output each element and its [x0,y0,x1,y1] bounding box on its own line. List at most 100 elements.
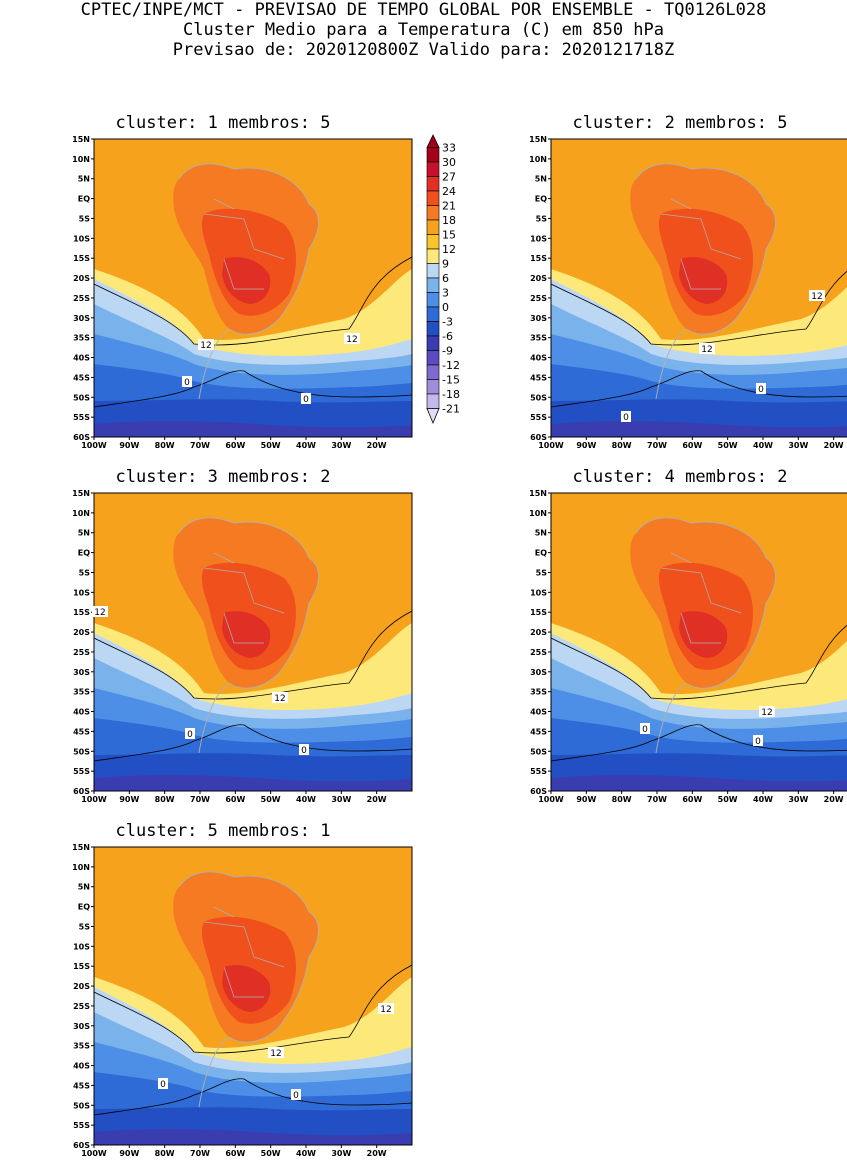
latitude-tick-label: 60S [73,787,90,796]
legend-level-label: 27 [442,171,456,184]
longitude-tick-label: 40W [753,795,773,804]
header-line-1: CPTEC/INPE/MCT - PREVISAO DE TEMPO GLOBA… [80,0,767,20]
map-frame [550,492,847,792]
latitude-tick-label: 35S [73,1042,90,1051]
latitude-tick-label: 30S [530,314,547,323]
latitude-tick-label: 55S [73,767,90,776]
legend-level-label: -18 [442,388,460,401]
longitude-tick-label: 40W [296,1149,316,1158]
map-frame [550,138,847,438]
longitude-tick-label: 60W [682,441,702,450]
contour-label: 0 [642,725,648,735]
latitude-tick-label: 25S [530,294,547,303]
latitude-tick-label: 10N [72,155,90,164]
map-frame [93,492,413,792]
latitude-tick-label: 45S [73,727,90,736]
latitude-tick-label: 15S [530,608,547,617]
longitude-tick-label: 60W [225,441,245,450]
header-line-3: Previsao de: 2020120800Z Valido para: 20… [172,40,675,60]
latitude-tick-label: 40S [530,354,547,363]
latitude-tick-label: 15N [72,843,90,852]
latitude-tick-label: 10S [530,588,547,597]
legend-level-label: 3 [442,287,449,300]
latitude-tick-label: 10S [73,588,90,597]
latitude-tick-label: 25S [73,1002,90,1011]
map-frame [93,846,413,1146]
contour-label: 0 [184,378,190,388]
cluster-3-title: cluster: 3 membros: 2 [115,467,331,487]
latitude-tick-label: 40S [73,708,90,717]
longitude-tick-label: 50W [261,795,281,804]
longitude-tick-label: 70W [647,795,667,804]
latitude-tick-label: 50S [73,1101,90,1110]
contour-label: 0 [623,413,629,423]
cluster-5-title: cluster: 5 membros: 1 [115,821,331,841]
latitude-tick-label: 10N [529,155,547,164]
legend-swatch [426,350,440,366]
latitude-tick-label: 40S [73,1062,90,1071]
contour-label: 12 [94,608,105,618]
legend-swatch [426,379,440,395]
latitude-tick-label: 50S [73,393,90,402]
latitude-tick-label: 10S [73,942,90,951]
chart-header: CPTEC/INPE/MCT - PREVISAO DE TEMPO GLOBA… [0,0,847,60]
longitude-tick-label: 100W [81,441,107,450]
latitude-tick-label: 15N [72,135,90,144]
longitude-tick-label: 70W [190,441,210,450]
longitude-tick-label: 50W [261,1149,281,1158]
legend-swatch [426,190,440,206]
longitude-tick-label: 80W [612,441,632,450]
latitude-tick-label: 50S [530,747,547,756]
latitude-tick-label: EQ [78,195,90,204]
latitude-tick-label: 30S [73,1022,90,1031]
legend-swatch [426,335,440,351]
cluster-1-title: cluster: 1 membros: 5 [115,113,331,133]
latitude-tick-label: EQ [78,903,90,912]
legend-swatch [426,364,440,380]
latitude-tick-label: 35S [530,688,547,697]
latitude-tick-label: 25S [530,648,547,657]
legend-level-label: -12 [442,359,460,372]
latitude-tick-label: 5N [535,175,547,184]
longitude-tick-label: 40W [296,441,316,450]
legend-swatch [426,248,440,264]
legend-level-label: -15 [442,374,460,387]
latitude-tick-label: 10N [72,509,90,518]
latitude-tick-label: 60S [73,1141,90,1150]
legend-level-label: -9 [442,345,453,358]
legend-swatch [426,393,440,409]
latitude-tick-label: 5S [79,922,91,931]
contour-label: 0 [303,395,309,405]
latitude-tick-label: 60S [530,433,547,442]
latitude-tick-label: 5N [78,529,90,538]
longitude-tick-label: 100W [538,441,564,450]
legend-level-label: 6 [442,272,449,285]
legend-swatch [426,205,440,221]
legend-level-label: 15 [442,229,456,242]
legend-swatch [426,306,440,322]
contour-label: 12 [761,708,772,718]
temperature-map-5: 15N 10N 5N EQ 5S 10S 15S 20S 25S 30S 35S 40S 45S 50S 5… [72,843,413,1158]
latitude-tick-label: 55S [530,413,547,422]
latitude-tick-label: 5N [535,529,547,538]
longitude-tick-label: 100W [81,795,107,804]
longitude-tick-label: 50W [718,441,738,450]
longitude-tick-label: 40W [753,441,773,450]
legend-level-label: 30 [442,156,456,169]
longitude-tick-label: 30W [331,1149,351,1158]
legend-swatch [426,176,440,192]
header-line-2: Cluster Medio para a Temperatura (C) em … [182,20,665,40]
legend-level-label: 12 [442,243,456,256]
latitude-tick-label: 55S [73,1121,90,1130]
latitude-tick-label: 45S [73,373,90,382]
legend-swatch [426,147,440,163]
latitude-tick-label: 15S [73,962,90,971]
latitude-tick-label: 15N [529,489,547,498]
latitude-tick-label: 5N [78,175,90,184]
latitude-tick-label: 20S [73,274,90,283]
contour-label: 0 [293,1091,299,1101]
legend-swatch [426,277,440,293]
longitude-tick-label: 70W [190,795,210,804]
latitude-tick-label: 5S [536,214,548,223]
contour-label: 12 [270,1049,281,1059]
